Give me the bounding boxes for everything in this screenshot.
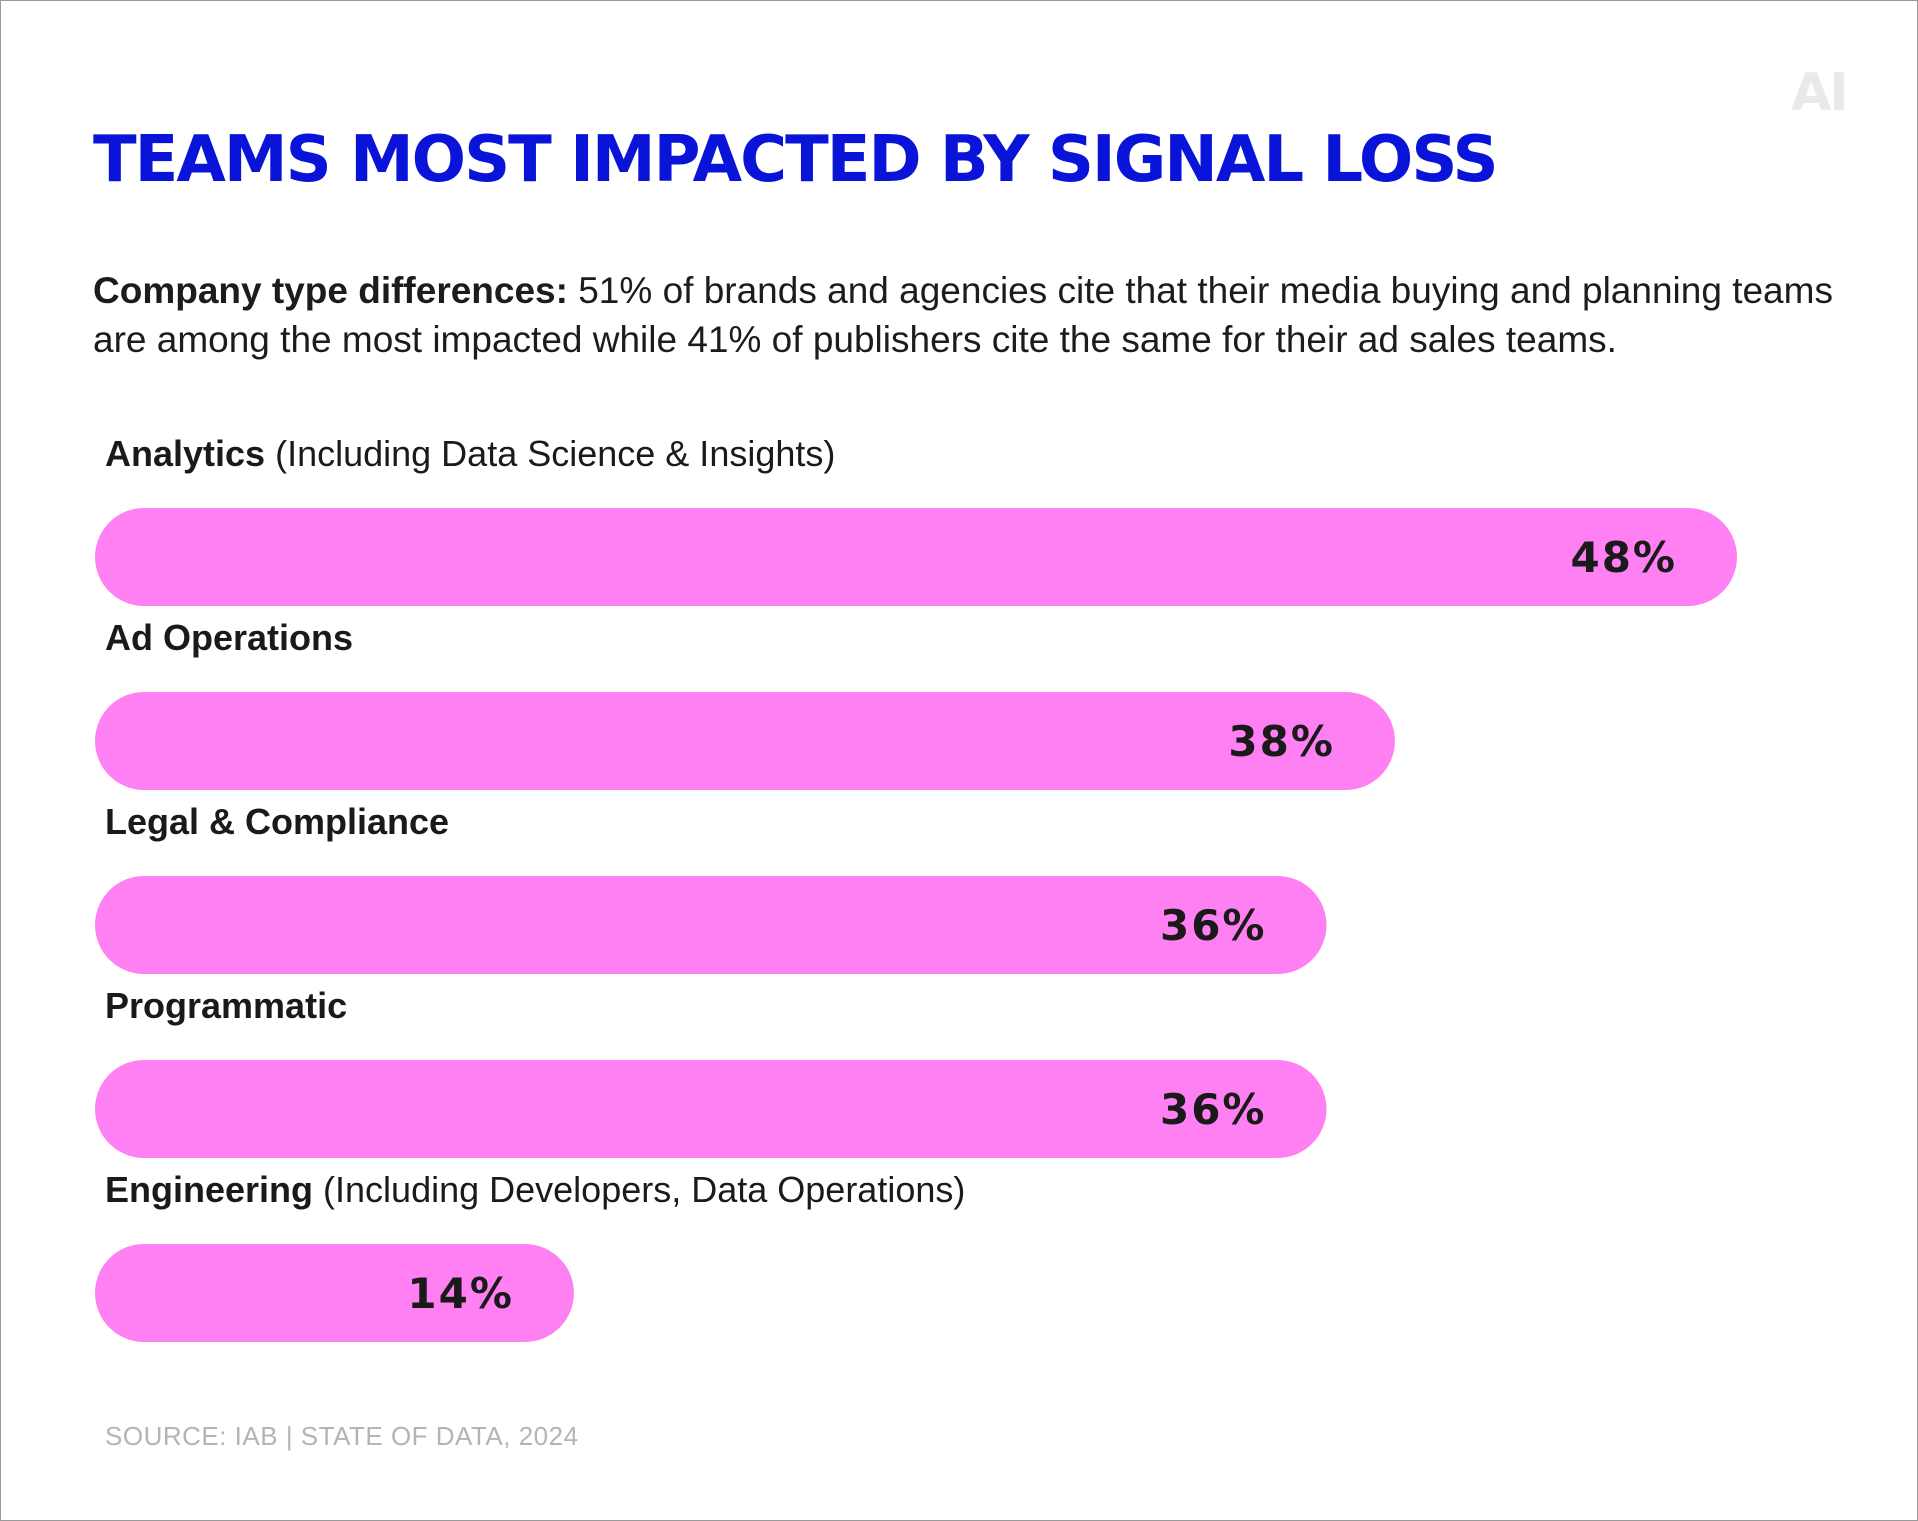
bar (95, 1244, 574, 1342)
bar-label-detail: (Including Developers, Data Operations) (313, 1169, 965, 1210)
bar-label-main: Legal & Compliance (105, 801, 449, 842)
bar-label-main: Ad Operations (105, 617, 353, 658)
bar-label-main: Programmatic (105, 985, 347, 1026)
bar (95, 876, 1327, 974)
bar (95, 1060, 1327, 1158)
bar-label-main: Analytics (105, 433, 265, 474)
bar-label: Engineering (Including Developers, Data … (105, 1169, 965, 1210)
bar-label-main: Engineering (105, 1169, 313, 1210)
source-note: SOURCE: IAB | STATE OF DATA, 2024 (105, 1421, 579, 1451)
bar-label: Programmatic (105, 985, 347, 1026)
bar-label: Analytics (Including Data Science & Insi… (105, 433, 835, 474)
bar-value-label: 36% (1160, 901, 1267, 950)
subtitle-text: 51% of brands and agencies cite that the… (93, 270, 1833, 360)
bar (95, 508, 1737, 606)
bar-chart: Analytics (Including Data Science & Insi… (95, 433, 1737, 1342)
bar-label: Legal & Compliance (105, 801, 449, 842)
chart-subtitle: Company type differences: 51% of brands … (93, 266, 1853, 364)
chart-title: TEAMS MOST IMPACTED BY SIGNAL LOSS (93, 123, 1499, 197)
bar-label: Ad Operations (105, 617, 353, 658)
subtitle-lead: Company type differences: (93, 270, 568, 311)
bar-value-label: 36% (1160, 1085, 1267, 1134)
bar-value-label: 14% (407, 1269, 514, 1318)
bar (95, 692, 1395, 790)
bar-value-label: 38% (1228, 717, 1335, 766)
bar-label-detail: (Including Data Science & Insights) (265, 433, 835, 474)
bar-value-label: 48% (1570, 533, 1677, 582)
brand-logo: AI (1791, 63, 1849, 123)
